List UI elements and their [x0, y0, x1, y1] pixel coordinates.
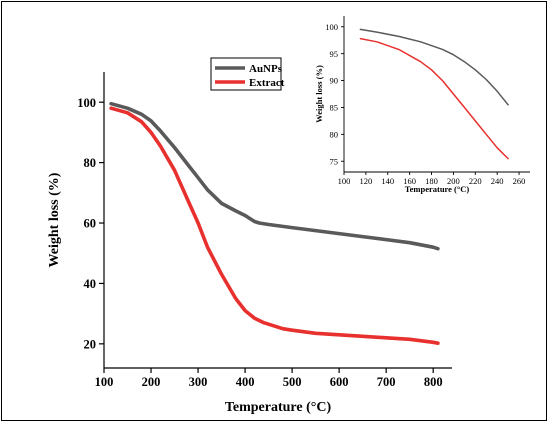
y-axis-label: Weight loss (%)	[314, 65, 324, 123]
y-tick-label: 80	[84, 156, 97, 170]
x-tick-label: 240	[491, 176, 504, 186]
series-line-extract	[359, 37, 509, 160]
main-plot: 100 200 300 400 500 600 700 800 20 40 60 80 100 Tempe…	[47, 57, 452, 415]
x-tick-label: 180	[425, 176, 438, 186]
x-tick-label: 120	[360, 176, 373, 186]
x-tick-label: 220	[469, 176, 482, 186]
legend-label-extract: Extract	[249, 77, 285, 89]
series-line-aunps	[109, 101, 440, 251]
x-tick-label: 100	[338, 176, 351, 186]
inset-plot: 100 120 140 160 180 200 220 240 260 75 80 85 90 95 100…	[314, 16, 530, 194]
y-tick-label: 90	[330, 76, 339, 86]
series-line-aunps	[359, 28, 509, 106]
series-line-extract	[109, 106, 440, 346]
y-tick-label: 85	[330, 103, 339, 113]
x-tick-label: 200	[447, 176, 460, 186]
y-tick-label: 100	[77, 96, 96, 110]
legend-label-aunps: AuNPs	[249, 63, 283, 75]
x-tick-label: 600	[330, 375, 349, 389]
y-axis-label: Weight loss (%)	[47, 172, 62, 267]
y-tick-label: 75	[330, 156, 339, 166]
x-tick-label: 140	[381, 176, 394, 186]
x-tick-label: 700	[377, 375, 396, 389]
y-tick-label: 60	[84, 217, 97, 231]
x-tick-label: 100	[95, 375, 114, 389]
x-tick-label: 800	[424, 375, 443, 389]
y-tick-label: 40	[84, 277, 97, 291]
x-tick-label: 200	[142, 375, 161, 389]
y-tick-label: 80	[330, 129, 339, 139]
x-axis-label: Temperature (°C)	[225, 400, 332, 415]
x-tick-label: 160	[403, 176, 416, 186]
x-tick-label: 300	[189, 375, 208, 389]
y-tick-label: 95	[330, 49, 339, 59]
legend-box	[210, 57, 282, 91]
x-axis-label: Temperature (°C)	[405, 184, 470, 194]
x-tick-label: 500	[283, 375, 302, 389]
y-tick-label: 100	[325, 22, 338, 32]
x-tick-label: 400	[236, 375, 255, 389]
y-tick-label: 20	[84, 337, 97, 351]
x-tick-label: 260	[513, 176, 526, 186]
